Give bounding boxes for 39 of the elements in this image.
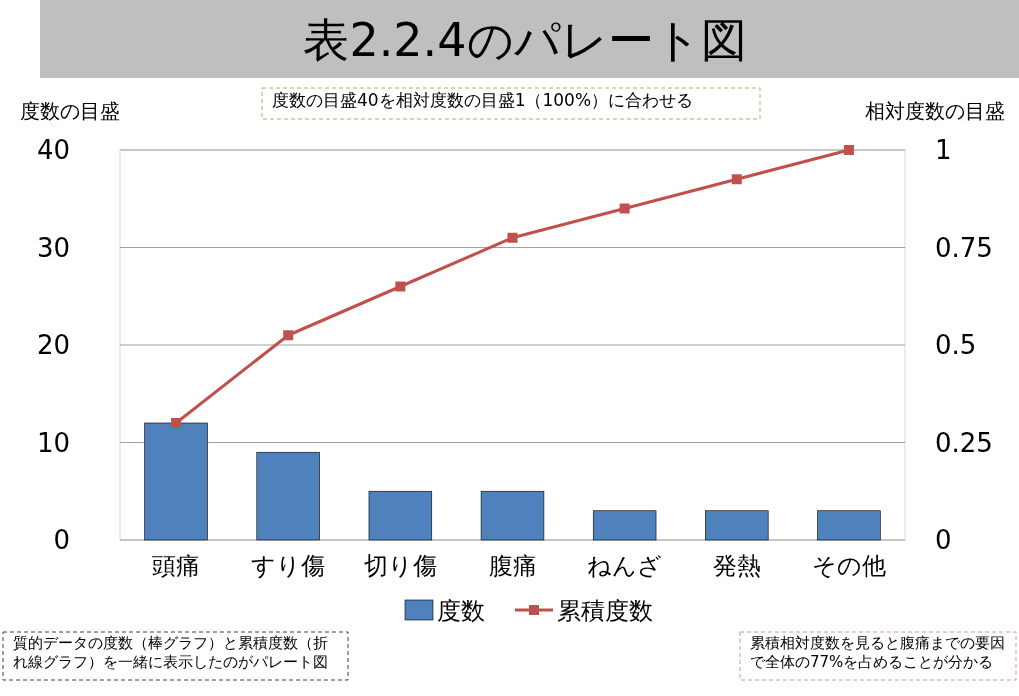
y2-tick-label: 1 <box>935 135 952 165</box>
x-tick-label: ねんざ <box>587 552 663 580</box>
y2-tick-label: 0.75 <box>935 232 993 263</box>
x-tick-label: 切り傷 <box>363 552 437 580</box>
y-tick-label: 30 <box>36 232 70 263</box>
x-tick-label: 腹痛 <box>488 552 537 580</box>
y-tick-label: 20 <box>36 330 70 360</box>
bar <box>592 510 657 541</box>
y2-tick-label: 0.25 <box>935 427 993 458</box>
point <box>731 174 742 185</box>
bar <box>480 490 545 541</box>
legend-label: 度数 <box>437 597 485 625</box>
text: 質的データの度数（棒グラフ）と累積度数（折れ線グラフ）を一緒に表示したのがパレート図 <box>13 634 328 671</box>
point <box>395 281 406 292</box>
y-tick-label: 0 <box>53 525 70 555</box>
y2-tick-label: 0 <box>935 525 952 555</box>
y-tick-label: 40 <box>36 135 70 165</box>
point <box>843 145 854 155</box>
text: 度数の目盛40を相対度数の目盛1（100%）に合わせる <box>272 90 694 110</box>
y2-axis-title: 相対度数の目盛 <box>865 99 1005 123</box>
x-tick-label: その他 <box>811 552 886 580</box>
legend-label: 累積度数 <box>557 597 653 625</box>
bar <box>705 510 769 541</box>
x-tick-label: すり傷 <box>251 552 326 580</box>
y2-tick-label: 0.5 <box>935 330 977 360</box>
point <box>283 330 294 341</box>
x-tick-label: 頭痛 <box>152 552 201 580</box>
bar <box>817 510 881 541</box>
bar <box>256 451 320 541</box>
y-tick-label: 10 <box>36 427 70 458</box>
point <box>619 203 630 214</box>
text: 累積相対度数を見ると腹痛までの要因で全体の77%を占めることが分かる <box>750 634 1005 671</box>
bar <box>368 490 433 541</box>
x-tick-label: 発熱 <box>712 552 761 580</box>
chart-title: 表2.2.4のパレート図 <box>303 13 747 67</box>
bar <box>144 422 208 541</box>
point <box>507 232 518 243</box>
point <box>171 418 182 428</box>
y-axis-title: 度数の目盛 <box>20 99 120 123</box>
